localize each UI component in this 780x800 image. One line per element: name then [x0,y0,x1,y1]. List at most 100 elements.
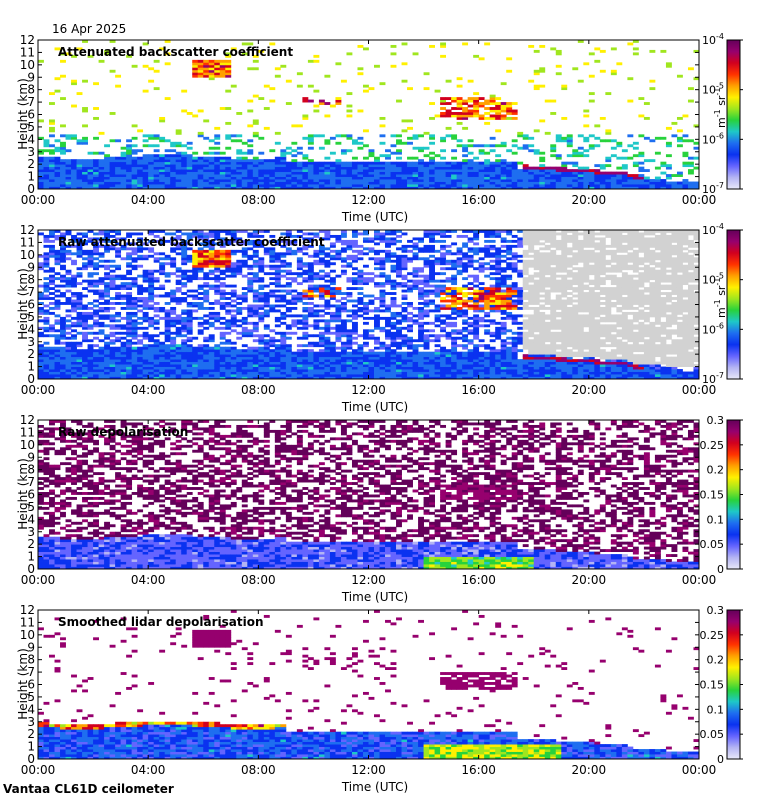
heatmap-cell [164,321,171,325]
heatmap-cell [324,254,331,258]
heatmap-cell [43,269,50,273]
heatmap-cell [219,186,226,189]
heatmap-cell [291,299,298,303]
heatmap-cell [423,169,430,173]
heatmap-cell [335,346,342,350]
heatmap-cell [379,161,386,165]
heatmap-cell [418,239,424,243]
heatmap-cell [280,346,287,350]
heatmap-cell [357,171,364,175]
heatmap-cell [126,139,133,143]
heatmap-cell [412,287,419,290]
heatmap-cell [43,259,50,263]
heatmap-cell [495,129,502,133]
heatmap-cell [434,334,441,338]
heatmap-cell [296,294,303,298]
heatmap-cell [93,186,99,189]
heatmap-cell [484,151,491,155]
heatmap-cell [418,174,424,177]
heatmap-cell [340,79,347,83]
colorbar-tick-exp: -5 [716,82,724,91]
heatmap-cell [533,69,540,73]
heatmap-cell [115,297,122,300]
heatmap-cell [65,359,72,363]
heatmap-cell [120,354,127,358]
heatmap-cell [478,104,485,108]
heatmap-cell [280,297,287,300]
heatmap-cell [115,376,122,379]
heatmap-cell [164,181,171,185]
heatmap-cell [109,339,116,343]
heatmap-cell [445,161,452,165]
heatmap-cell [258,164,265,168]
heatmap-cell [87,161,94,165]
heatmap-cell [473,161,480,165]
heatmap-cell [208,247,215,251]
heatmap-cell [137,232,144,236]
heatmap-cell [285,79,292,83]
heatmap-cell [65,174,72,177]
heatmap-cell [126,161,133,165]
heatmap-cell [49,232,55,236]
heatmap-cell [208,72,215,76]
heatmap-cell [676,139,683,143]
heatmap-cell [197,174,204,177]
heatmap-cell [214,171,221,175]
heatmap-cell [357,349,364,353]
heatmap-cell [296,366,303,370]
heatmap-cell [131,156,138,160]
heatmap-cell [93,304,99,308]
heatmap-cell [500,181,507,185]
heatmap-cell [357,164,364,168]
heatmap-cell [374,164,380,168]
heatmap-cell [225,359,232,363]
heatmap-cell [258,244,265,248]
heatmap-cell [192,62,199,66]
heatmap-cell [632,146,639,150]
heatmap-cell [137,341,144,345]
heatmap-cell [93,289,99,293]
heatmap-cell [665,184,672,187]
heatmap-cell [396,374,402,377]
heatmap-cell [109,341,116,345]
heatmap-cell [98,174,105,177]
heatmap-cell [236,349,243,353]
heatmap-cell [478,174,485,177]
heatmap-cell [93,369,99,372]
heatmap-cell [241,184,248,187]
heatmap-cell [307,134,314,138]
heatmap-cell [104,234,111,238]
heatmap-cell [687,186,694,189]
heatmap-cell [131,299,138,303]
heatmap-cell [148,181,155,185]
heatmap-cell [241,361,248,365]
heatmap-cell [208,184,215,187]
heatmap-cell [219,334,226,338]
heatmap-cell [247,289,254,293]
heatmap-cell [164,274,171,278]
heatmap-cell [351,139,358,143]
heatmap-cell [230,164,237,168]
heatmap-cell [98,306,105,310]
heatmap-cell [539,84,546,88]
heatmap-cell [462,169,469,173]
heatmap-cell [82,304,88,308]
heatmap-cell [467,112,474,115]
heatmap-cell [269,174,276,177]
heatmap-cell [65,324,72,328]
heatmap-cell [54,171,61,175]
heatmap-cell [230,171,237,175]
heatmap-cell [252,171,259,175]
heatmap-cell [60,244,66,248]
heatmap-cell [142,297,149,300]
heatmap-cell [412,284,419,288]
heatmap-cell [418,344,424,348]
heatmap-cell [164,169,171,173]
heatmap-cell [445,169,452,173]
heatmap-cell [682,114,689,118]
heatmap-cell [456,77,463,81]
heatmap-cell [313,184,320,187]
heatmap-cell [544,184,551,187]
heatmap-cell [511,181,518,185]
heatmap-cell [362,344,369,348]
